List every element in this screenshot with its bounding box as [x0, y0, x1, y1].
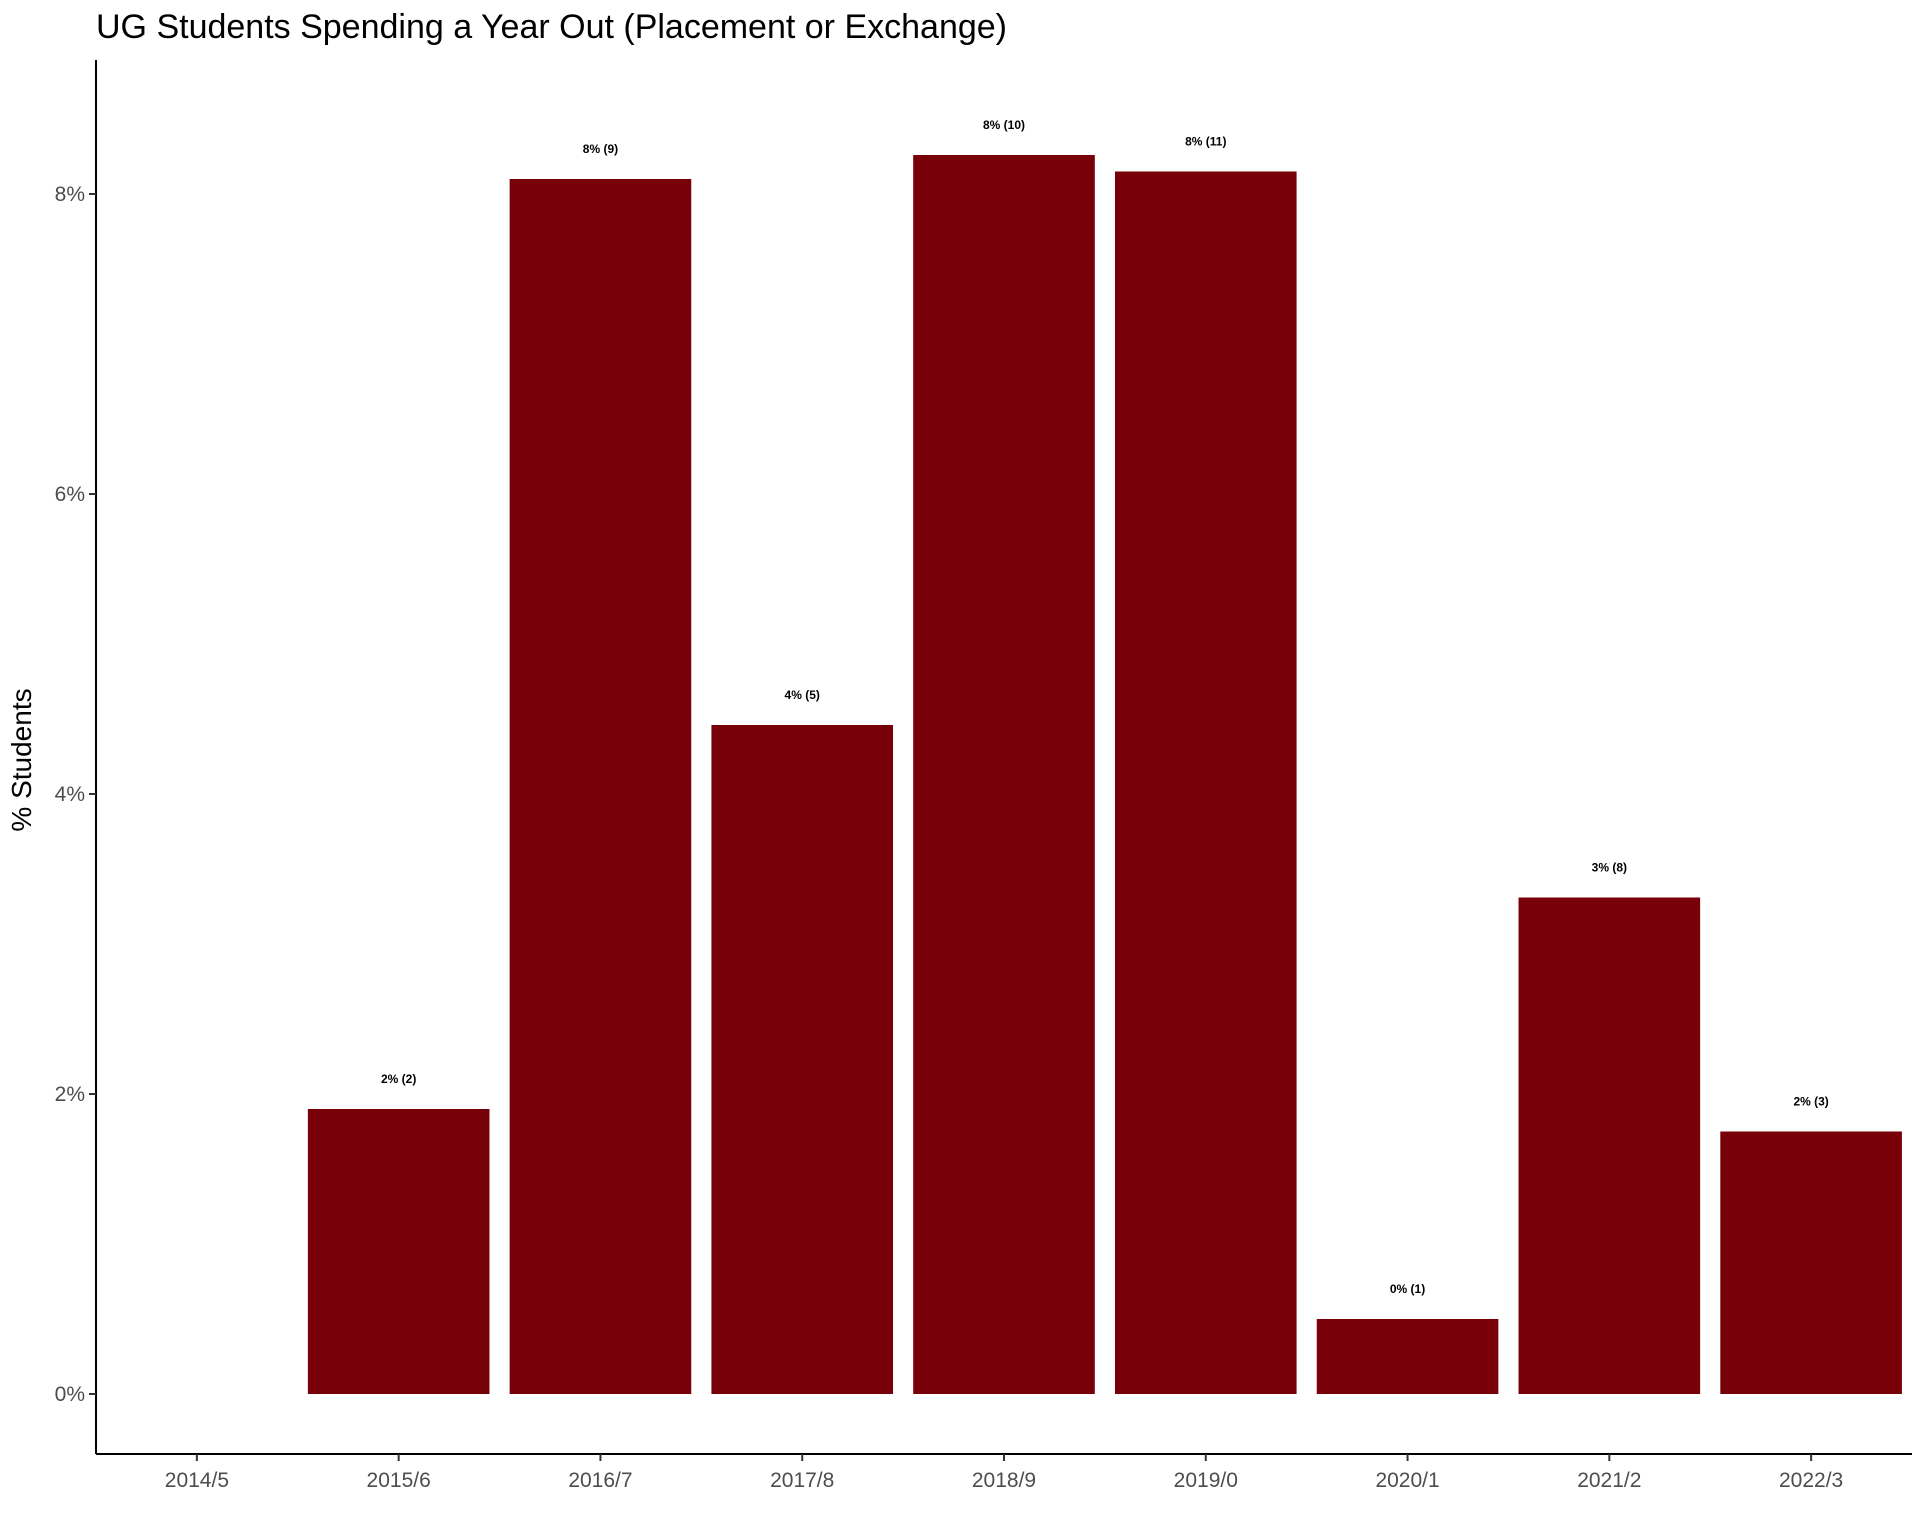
bar-label-2019-0: 8% (11): [1185, 135, 1226, 149]
x-tick-label: 2021/2: [1577, 1469, 1641, 1492]
bar-label-2020-1: 0% (1): [1390, 1282, 1425, 1296]
y-tick-label: 6%: [55, 483, 85, 506]
bar-label-2016-7: 8% (9): [583, 142, 618, 156]
bar-label-2018-9: 8% (10): [983, 118, 1025, 132]
bar-label-2017-8: 4% (5): [785, 688, 820, 702]
bars-group: [307, 155, 1902, 1394]
y-tick-label: 0%: [55, 1383, 85, 1406]
bar-2015-6: [307, 1109, 490, 1394]
y-axis: 0% 2% 4% 6% 8%: [55, 60, 97, 1454]
bar-2021-2: [1518, 897, 1701, 1394]
bar-2020-1: [1316, 1319, 1499, 1394]
x-tick-label: 2020/1: [1375, 1469, 1439, 1492]
y-tick-label: 8%: [55, 183, 85, 206]
bar-label-2022-3: 2% (3): [1793, 1095, 1828, 1109]
x-tick-label: 2016/7: [568, 1469, 632, 1492]
bar-2022-3: [1720, 1131, 1902, 1394]
y-tick-label: 2%: [55, 1083, 85, 1106]
x-tick-label: 2019/0: [1174, 1469, 1238, 1492]
chart-title: UG Students Spending a Year Out (Placeme…: [96, 8, 1007, 46]
bar-2016-7: [509, 179, 692, 1394]
bar-2018-9: [913, 155, 1095, 1394]
bar-2017-8: [711, 725, 894, 1394]
bar-label-2015-6: 2% (2): [381, 1072, 416, 1086]
x-tick-label: 2017/8: [770, 1469, 834, 1492]
x-tick-label: 2015/6: [367, 1469, 431, 1492]
x-axis: 2014/5 2015/6 2016/7 2017/8 2018/9 2019/0 2020…: [96, 1453, 1912, 1492]
x-tick-label: 2018/9: [972, 1469, 1036, 1492]
bar-label-2021-2: 3% (8): [1592, 861, 1627, 875]
y-tick-label: 4%: [55, 783, 85, 806]
x-tick-label: 2022/3: [1779, 1469, 1843, 1492]
bar-2019-0: [1114, 171, 1297, 1394]
x-tick-label: 2014/5: [165, 1469, 229, 1492]
bar-labels-group: 2% (2) 8% (9) 4% (5) 8% (10) 8% (11) 0% (1) 3%…: [381, 118, 1829, 1296]
